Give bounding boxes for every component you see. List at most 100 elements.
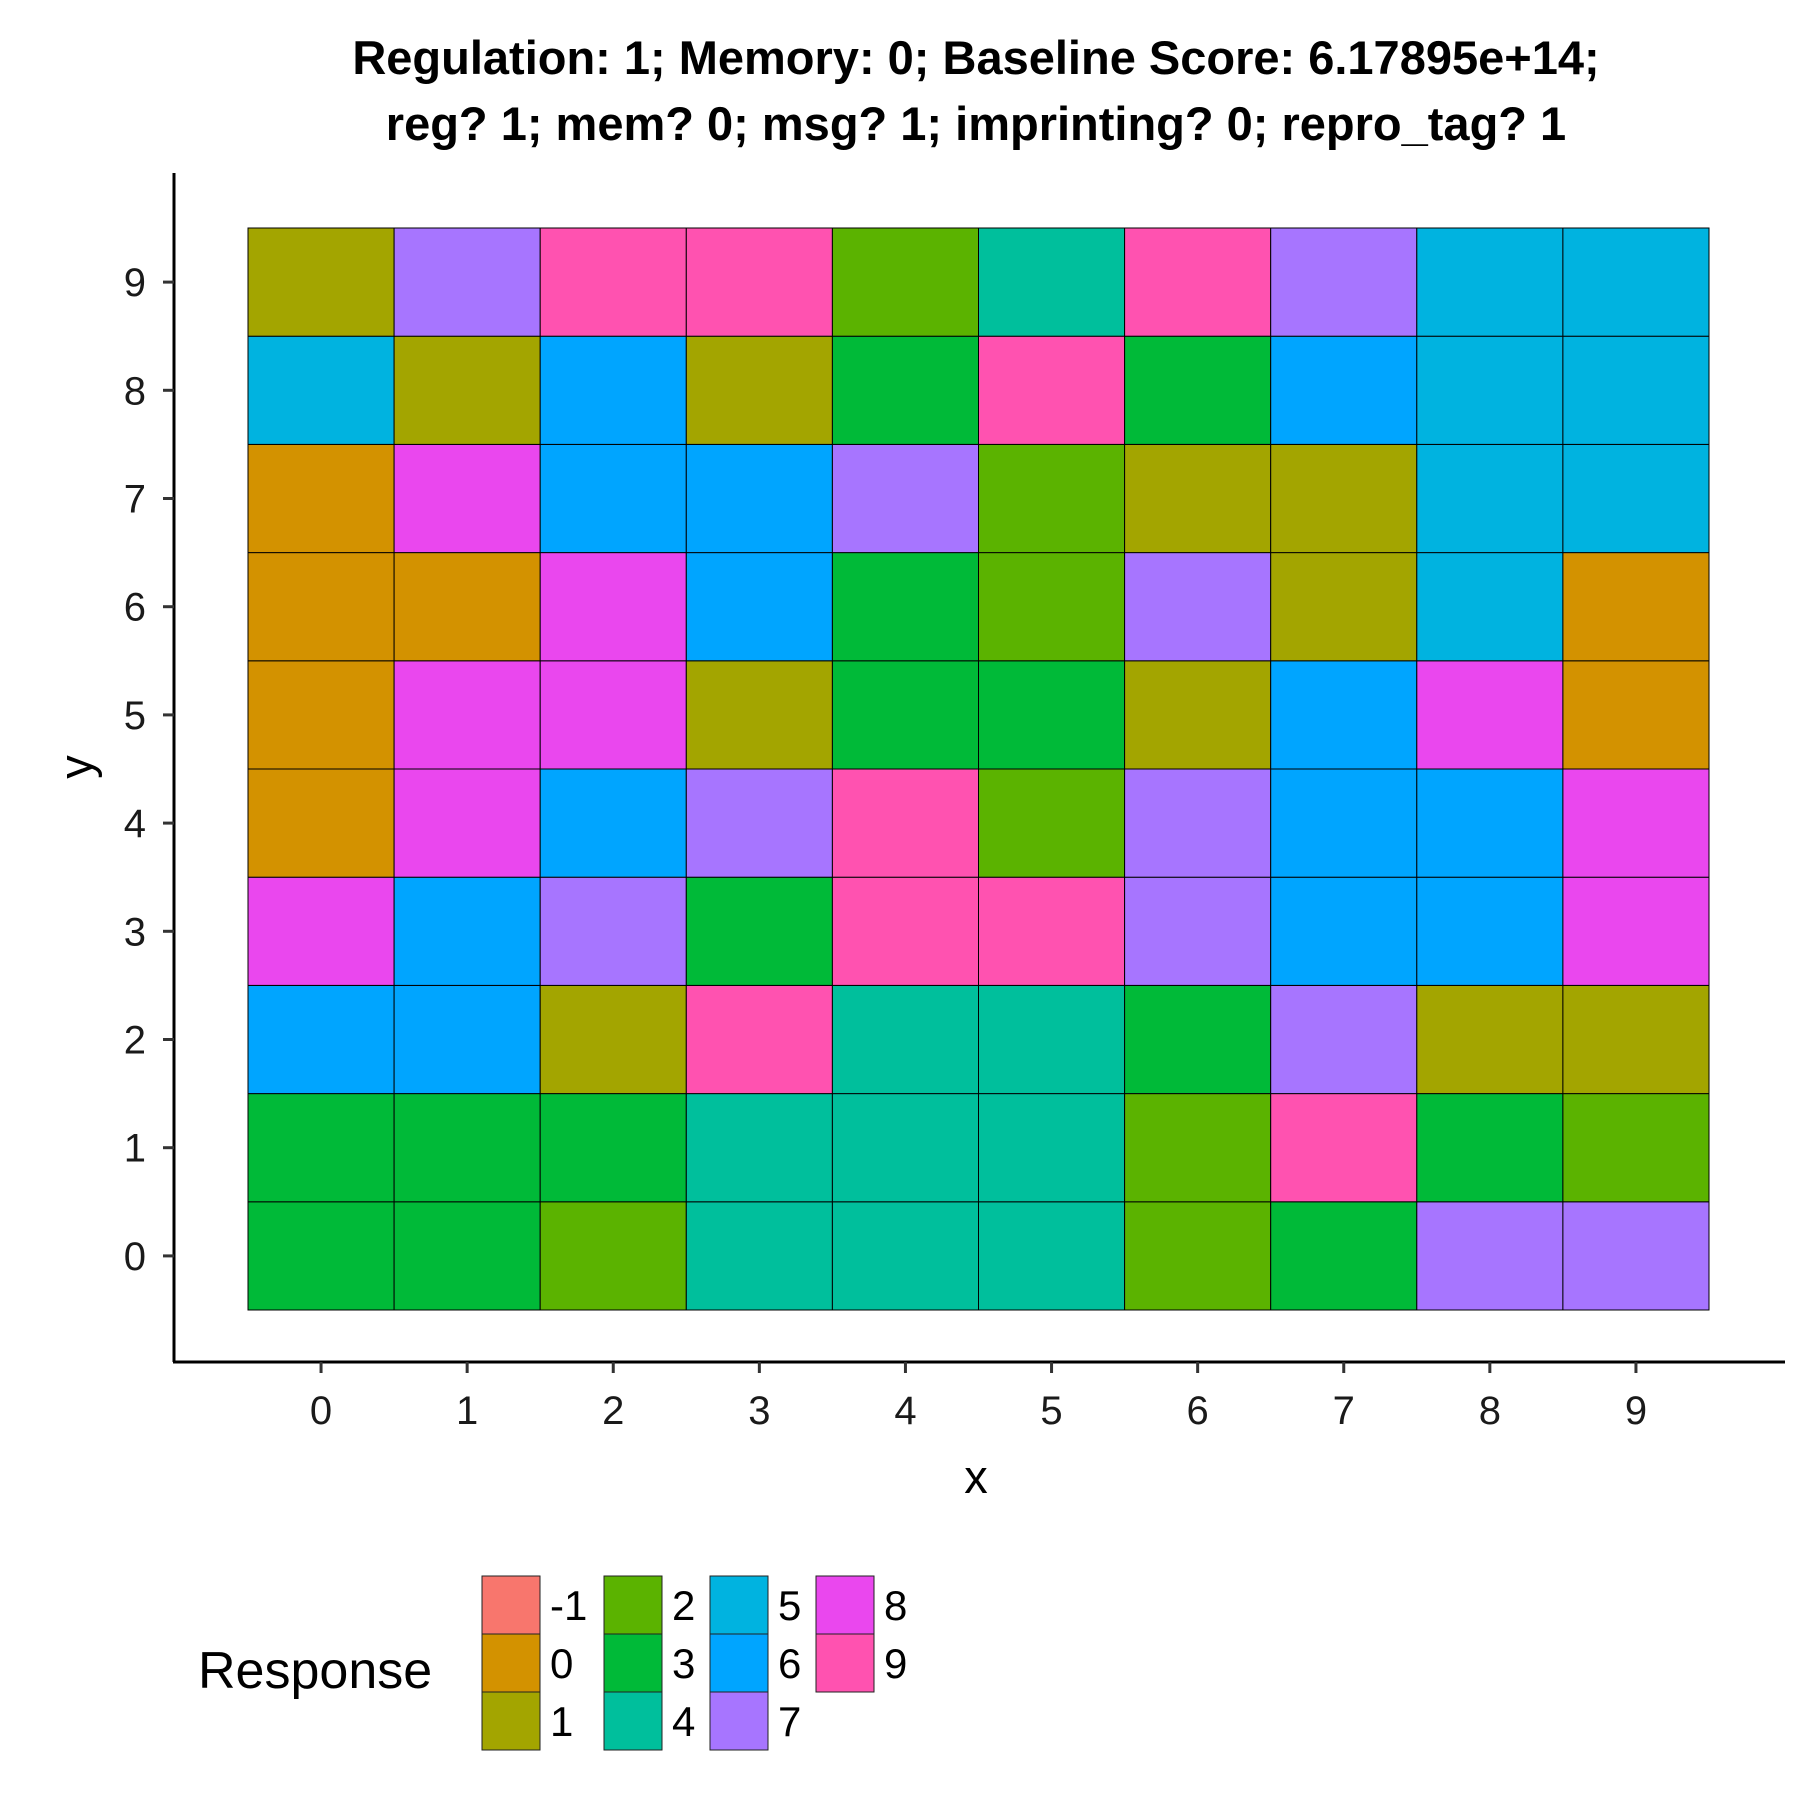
heatmap-cell xyxy=(831,768,980,878)
heatmap-cell xyxy=(978,876,1126,986)
heatmap-cell xyxy=(831,335,980,445)
y-tick-label: 1 xyxy=(124,1127,146,1171)
heatmap-cell xyxy=(1416,227,1564,337)
heatmap-cell xyxy=(1124,768,1272,878)
y-axis-title: y xyxy=(49,755,102,779)
heatmap-cell xyxy=(831,984,980,1095)
chart-title-line-2: reg? 1; mem? 0; msg? 1; imprinting? 0; r… xyxy=(386,97,1566,150)
y-tick-label: 4 xyxy=(124,802,146,846)
heatmap-cell xyxy=(1416,1201,1564,1311)
heatmap-cell xyxy=(247,768,395,878)
heatmap-cell xyxy=(831,443,980,554)
legend-key xyxy=(481,1633,541,1693)
heatmap-cell xyxy=(685,227,833,337)
legend-key xyxy=(815,1633,875,1693)
heatmap-cell xyxy=(539,768,687,878)
heatmap-cell xyxy=(539,660,687,770)
heatmap-cell xyxy=(1562,660,1710,770)
heatmap-cell xyxy=(685,443,833,554)
heatmap-cell xyxy=(1416,876,1564,986)
heatmap-cell xyxy=(685,1093,833,1203)
x-tick-label: 5 xyxy=(1040,1389,1062,1433)
x-tick-label: 0 xyxy=(310,1389,332,1433)
y-tick-label: 3 xyxy=(124,910,146,954)
legend-key xyxy=(709,1575,769,1635)
heatmap-cell xyxy=(1416,984,1564,1095)
heatmap-cell xyxy=(1270,335,1418,445)
heatmap-cell xyxy=(1562,984,1710,1095)
y-tick-label: 9 xyxy=(124,261,146,305)
legend-key xyxy=(603,1691,663,1751)
y-tick-label: 8 xyxy=(124,369,146,413)
x-tick-label: 1 xyxy=(456,1389,478,1433)
heatmap-cell xyxy=(1124,552,1272,662)
heatmap-cell xyxy=(1562,1093,1710,1203)
heatmap-cell xyxy=(247,1093,395,1203)
heatmap-cell xyxy=(1270,227,1418,337)
heatmap-cell xyxy=(247,227,395,337)
heatmap-cell xyxy=(393,876,541,986)
y-tick-label: 6 xyxy=(124,586,146,630)
y-tick-label: 7 xyxy=(124,478,146,522)
legend-label: 1 xyxy=(550,1698,573,1745)
heatmap-cell xyxy=(393,227,541,337)
legend-label: 6 xyxy=(778,1640,801,1687)
x-tick-label: 9 xyxy=(1625,1389,1647,1433)
heatmap-cell xyxy=(831,660,980,770)
heatmap-cell xyxy=(978,552,1126,662)
heatmap-cell xyxy=(393,768,541,878)
heatmap-cell xyxy=(1270,984,1418,1095)
heatmap-cell xyxy=(1124,876,1272,986)
heatmap-cell xyxy=(1416,335,1564,445)
heatmap-cell xyxy=(685,1201,833,1311)
heatmap-cell xyxy=(539,876,687,986)
y-tick-label: 0 xyxy=(124,1235,146,1279)
heatmap-cell xyxy=(393,660,541,770)
heatmap-cell xyxy=(1270,1201,1418,1311)
heatmap-cell xyxy=(1270,552,1418,662)
heatmap-cell xyxy=(978,1201,1126,1311)
heatmap-cell xyxy=(1562,876,1710,986)
legend: Response -1 0 1 2 3 4 5 6 7 8 9 xyxy=(198,1575,907,1751)
legend-key xyxy=(603,1575,663,1635)
heatmap-cell xyxy=(539,552,687,662)
heatmap-cell xyxy=(978,443,1126,554)
heatmap-cell xyxy=(685,768,833,878)
chart-title: Regulation: 1; Memory: 0; Baseline Score… xyxy=(352,31,1599,150)
heatmap-cell xyxy=(831,876,980,986)
heatmap-cell xyxy=(1562,768,1710,878)
legend-label: 2 xyxy=(672,1582,695,1629)
heatmap-cell xyxy=(1270,443,1418,554)
x-tick-label: 4 xyxy=(894,1389,916,1433)
heatmap-cell xyxy=(1124,660,1272,770)
heatmap-cell xyxy=(539,1093,687,1203)
heatmap-cell xyxy=(539,335,687,445)
heatmap-cell xyxy=(247,552,395,662)
heatmap-cell xyxy=(1124,984,1272,1095)
x-tick-label: 2 xyxy=(602,1389,624,1433)
heatmap-cell xyxy=(247,984,395,1095)
heatmap-cell xyxy=(831,1093,980,1203)
heatmap-cell xyxy=(1416,1093,1564,1203)
x-axis-title: x xyxy=(964,1450,988,1503)
heatmap-cell xyxy=(685,552,833,662)
heatmap-cell xyxy=(247,443,395,554)
heatmap-cell xyxy=(1124,443,1272,554)
legend-key xyxy=(815,1575,875,1635)
heatmap-cell xyxy=(1562,227,1710,337)
heatmap-cell xyxy=(539,227,687,337)
heatmap-cell xyxy=(393,984,541,1095)
heatmap-cell xyxy=(393,443,541,554)
heatmap-cell xyxy=(1124,335,1272,445)
heatmap-cell xyxy=(685,660,833,770)
axes xyxy=(172,173,1785,1364)
heatmap-cell xyxy=(1270,768,1418,878)
heatmap-cell xyxy=(1416,443,1564,554)
legend-key xyxy=(481,1575,541,1635)
heatmap-cell xyxy=(685,984,833,1095)
heatmap-cell xyxy=(1562,335,1710,445)
heatmap-cell xyxy=(393,335,541,445)
heatmap-cell xyxy=(1270,1093,1418,1203)
heatmap-cell xyxy=(978,1093,1126,1203)
